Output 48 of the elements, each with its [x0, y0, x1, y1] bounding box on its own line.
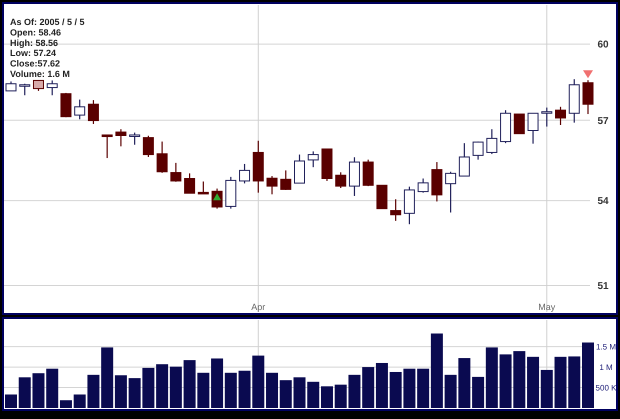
y-tick-label: 60	[597, 40, 609, 51]
candlestick	[170, 162, 182, 182]
candlestick	[6, 80, 16, 92]
candlestick	[514, 114, 525, 134]
candlestick	[582, 80, 594, 115]
x-tick-label: May	[538, 302, 556, 312]
candlestick	[294, 154, 305, 184]
candlestick	[528, 112, 539, 144]
candlestick	[541, 106, 552, 128]
candlestick	[445, 171, 456, 214]
candlestick	[418, 178, 429, 194]
candlestick	[115, 128, 126, 147]
candlestick	[266, 175, 278, 195]
candlestick	[142, 135, 154, 158]
candlestick	[184, 172, 196, 194]
candlestick	[156, 140, 168, 174]
candlestick	[129, 132, 140, 146]
annotation: Low: 57.24	[10, 48, 56, 58]
candlestick	[19, 83, 30, 96]
x-tick-label: Apr	[251, 302, 266, 312]
candlestick	[335, 172, 346, 189]
annotation: Close:57.62	[10, 58, 60, 69]
candlestick	[362, 159, 374, 187]
candlestick	[390, 198, 402, 222]
candlestick	[555, 106, 566, 126]
candlestick	[32, 80, 44, 92]
candlestick	[376, 184, 388, 210]
candlestick	[74, 98, 86, 120]
annotation: As Of: 2005 / 5 / 5	[10, 17, 85, 27]
candlestick	[239, 163, 250, 184]
annotation: High: 58.56	[10, 38, 58, 48]
candlestick	[88, 100, 99, 125]
candlestick	[280, 170, 292, 191]
candlestick	[472, 140, 484, 160]
y-tick-label: 54	[597, 196, 609, 208]
y-tick-label: 57	[597, 116, 609, 127]
candlestick	[458, 142, 470, 177]
candlestick	[102, 134, 113, 159]
candlestick	[404, 186, 415, 225]
y-tick-label: 1 M	[599, 362, 613, 372]
candlestick	[46, 80, 58, 96]
candlestick	[486, 128, 498, 155]
candlestick	[198, 180, 209, 194]
y-tick-label: 51	[597, 281, 609, 292]
annotation: Open: 58.46	[10, 27, 62, 38]
y-tick-label: 1.5 M	[596, 342, 616, 352]
annotation: Volume: 1.6 M	[10, 69, 70, 79]
candlestick	[308, 150, 319, 168]
